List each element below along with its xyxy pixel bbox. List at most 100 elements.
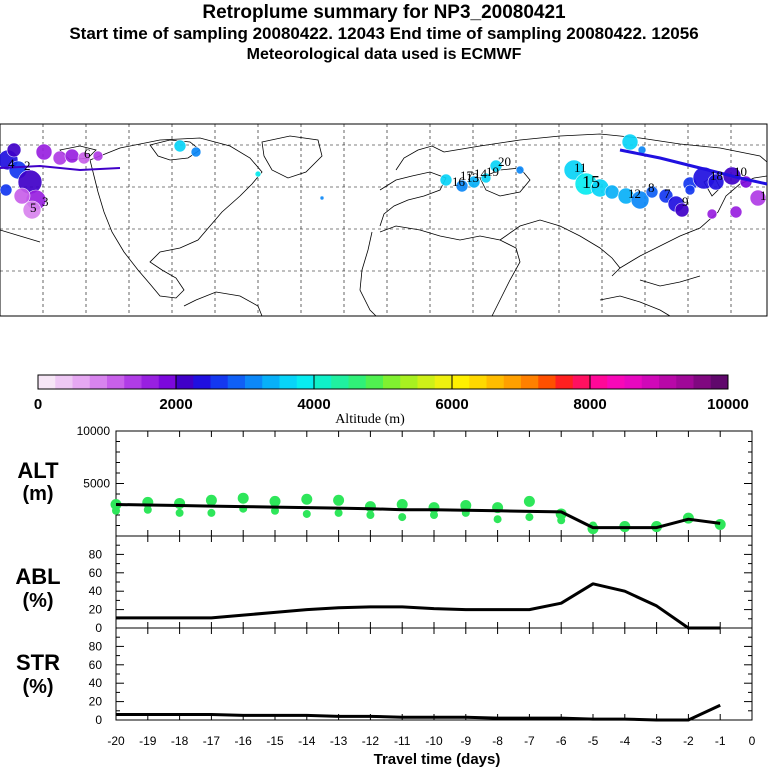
str-label: STR xyxy=(16,650,60,675)
plume-day-label: 6 xyxy=(84,146,91,161)
plume-day-label: 1 xyxy=(760,188,767,203)
colorbar-swatch xyxy=(279,375,298,389)
str-ytick-label: 80 xyxy=(89,639,103,653)
alt-scatter-point xyxy=(174,497,186,509)
alt-scatter-point xyxy=(398,513,407,522)
colorbar-swatch xyxy=(538,375,556,389)
alt-scatter-point xyxy=(334,508,343,517)
alt-frame xyxy=(115,430,753,537)
x-axis-label: Travel time (days) xyxy=(374,751,501,768)
plume-day-label: 7 xyxy=(664,186,671,201)
xtick-label: -4 xyxy=(619,734,630,748)
xtick-label: -18 xyxy=(171,734,189,748)
alt-scatter-point xyxy=(143,505,152,514)
xtick-label: 0 xyxy=(749,734,756,748)
alt-scatter-point xyxy=(302,509,311,518)
abl-unit: (%) xyxy=(22,590,53,612)
alt-scatter-point xyxy=(430,511,438,519)
alt-panel: ALT (m) xyxy=(17,458,59,505)
xtick-label: -19 xyxy=(139,734,157,748)
xtick-label: -5 xyxy=(588,734,599,748)
plume-day-label: 18 xyxy=(710,168,723,183)
plume-marker xyxy=(674,202,690,218)
alt-scatter-point xyxy=(333,494,345,506)
plume-marker xyxy=(190,146,202,158)
alt-ytick-label: 10000 xyxy=(77,424,111,438)
colorbar-swatch xyxy=(383,375,401,389)
xtick-label: -3 xyxy=(651,734,662,748)
colorbar-swatch xyxy=(262,375,280,389)
plume-marker xyxy=(604,184,620,200)
colorbar-swatch xyxy=(572,375,591,389)
alt-unit: (m) xyxy=(22,483,53,505)
colorbar-swatch xyxy=(227,375,246,389)
xtick-label: -6 xyxy=(556,734,567,748)
colorbar-swatch xyxy=(641,375,660,389)
colorbar-swatch xyxy=(521,375,539,389)
colorbar-swatch xyxy=(710,375,729,389)
plume-markers xyxy=(0,133,768,220)
abl-ytick-label: 20 xyxy=(89,603,103,617)
colorbar-swatch xyxy=(314,375,332,389)
colorbar-swatch xyxy=(365,375,384,389)
alt-scatter-point xyxy=(205,494,217,506)
str-unit: (%) xyxy=(22,676,53,698)
colorbar-swatch xyxy=(590,375,608,389)
abl-ytick-label: 40 xyxy=(89,584,103,598)
plume-day-label: 15 xyxy=(582,172,600,192)
plume-marker xyxy=(480,172,492,184)
alt-scatter-point xyxy=(301,493,313,505)
alt-scatter-point xyxy=(271,506,279,515)
plume-day-label: 17 xyxy=(460,168,474,183)
xtick-label: -12 xyxy=(362,734,380,748)
colorbar-tick-label: 8000 xyxy=(573,396,606,413)
plume-marker xyxy=(467,175,481,189)
xtick-label: -13 xyxy=(330,734,348,748)
plume-day-label: 3 xyxy=(42,194,49,209)
plume-marker xyxy=(64,148,80,164)
abl-ytick-label: 60 xyxy=(89,566,103,580)
plume-day-label: 5 xyxy=(30,200,37,215)
plume-day-label: 14 xyxy=(474,166,488,181)
alt-scatter-point xyxy=(237,492,249,504)
colorbar-swatch xyxy=(89,375,108,389)
alt-scatter-point xyxy=(396,499,408,510)
colorbar-swatch xyxy=(331,375,349,389)
colorbar-label: Altitude (m) xyxy=(335,412,405,427)
colorbar-swatch xyxy=(38,375,56,389)
colorbar-swatch xyxy=(469,375,487,389)
str-ytick-label: 0 xyxy=(95,713,102,727)
plume-marker xyxy=(515,165,525,175)
plume-marker xyxy=(254,170,262,178)
colorbar-swatch xyxy=(296,375,315,389)
alt-scatter-point xyxy=(269,495,281,507)
alt-scatter-point xyxy=(366,511,375,519)
colorbar-swatch xyxy=(158,375,177,389)
colorbar-tick-label: 10000 xyxy=(707,396,749,413)
xtick-label: -16 xyxy=(235,734,253,748)
plume-track-west xyxy=(0,164,121,172)
xtick-label: -10 xyxy=(425,734,443,748)
chart-title: Retroplume summary for NP3_20080421 xyxy=(202,2,566,23)
plume-day-label: 10 xyxy=(734,164,747,179)
colorbar-tick-label: 2000 xyxy=(159,396,192,413)
plume-marker xyxy=(706,208,718,220)
colorbar-swatch xyxy=(176,375,194,389)
colorbar-swatch xyxy=(503,375,522,389)
str-ytick-label: 60 xyxy=(89,658,103,672)
plume-marker xyxy=(455,179,469,193)
plume-marker xyxy=(0,183,13,197)
plume-day-label: 12 xyxy=(628,186,641,201)
alt-ytick-label: 5000 xyxy=(83,477,110,491)
plume-marker xyxy=(35,143,53,161)
colorbar-swatch xyxy=(555,375,574,389)
alt-scatter-point xyxy=(557,516,566,525)
met-data-line: Meteorological data used is ECMWF xyxy=(246,46,522,63)
colorbar-swatch xyxy=(245,375,263,389)
plume-marker xyxy=(729,205,743,219)
xtick-label: -8 xyxy=(492,734,503,748)
sampling-times: Start time of sampling 20080422. 12043 E… xyxy=(69,24,699,43)
plume-marker xyxy=(52,150,68,166)
abl-ytick-label: 0 xyxy=(95,621,102,635)
